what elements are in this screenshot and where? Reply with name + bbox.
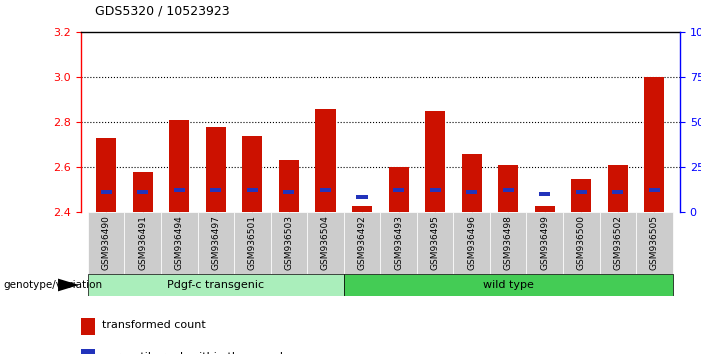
Bar [174, 188, 185, 192]
Bar [125, 212, 161, 274]
Bar [96, 138, 116, 212]
Bar [599, 212, 636, 274]
Bar [430, 188, 441, 192]
Bar [101, 190, 111, 194]
Bar [132, 172, 153, 212]
Bar [608, 165, 628, 212]
Text: GSM936490: GSM936490 [102, 216, 111, 270]
Bar [198, 212, 234, 274]
Text: GSM936494: GSM936494 [175, 216, 184, 270]
Bar [526, 212, 563, 274]
Bar [454, 212, 490, 274]
Bar [425, 111, 445, 212]
Text: GSM936496: GSM936496 [467, 216, 476, 270]
Text: Pdgf-c transgenic: Pdgf-c transgenic [168, 280, 264, 290]
Bar [381, 212, 417, 274]
Bar [461, 154, 482, 212]
Bar [307, 212, 343, 274]
Bar [535, 206, 554, 212]
Bar [539, 192, 550, 196]
Bar [571, 178, 592, 212]
Bar [503, 188, 514, 192]
Bar [88, 274, 343, 296]
Bar [649, 188, 660, 192]
Bar [234, 212, 271, 274]
Text: GSM936491: GSM936491 [138, 216, 147, 270]
Text: GSM936493: GSM936493 [394, 216, 403, 270]
Text: genotype/variation: genotype/variation [4, 280, 102, 290]
Text: GDS5320 / 10523923: GDS5320 / 10523923 [95, 5, 229, 18]
Text: GSM936505: GSM936505 [650, 216, 659, 270]
Bar [612, 190, 623, 194]
Bar [636, 212, 673, 274]
Polygon shape [58, 279, 79, 291]
Bar [343, 274, 673, 296]
Bar [243, 136, 262, 212]
Text: GSM936499: GSM936499 [540, 216, 550, 270]
Bar [563, 212, 599, 274]
Bar [388, 167, 409, 212]
Text: GSM936501: GSM936501 [248, 216, 257, 270]
Bar [644, 77, 665, 212]
Bar [490, 212, 526, 274]
Text: GSM936500: GSM936500 [577, 216, 586, 270]
Text: GSM936502: GSM936502 [613, 216, 622, 270]
Text: transformed count: transformed count [102, 320, 205, 330]
Text: GSM936495: GSM936495 [430, 216, 440, 270]
Bar [466, 190, 477, 194]
Bar [576, 190, 587, 194]
Text: GSM936504: GSM936504 [321, 216, 330, 270]
Bar [247, 188, 258, 192]
Bar [343, 212, 381, 274]
Text: percentile rank within the sample: percentile rank within the sample [102, 352, 290, 354]
Bar [88, 212, 125, 274]
Bar [283, 190, 294, 194]
Bar [210, 188, 222, 192]
Bar [315, 109, 336, 212]
Bar [357, 195, 367, 199]
Bar [206, 127, 226, 212]
Bar [81, 349, 95, 354]
Bar [393, 188, 404, 192]
Bar [279, 160, 299, 212]
Text: GSM936503: GSM936503 [285, 216, 294, 270]
Text: GSM936498: GSM936498 [504, 216, 512, 270]
Bar [417, 212, 454, 274]
Text: GSM936497: GSM936497 [211, 216, 220, 270]
Text: GSM936492: GSM936492 [358, 216, 367, 270]
Bar [137, 190, 149, 194]
Bar [161, 212, 198, 274]
Bar [271, 212, 307, 274]
Bar [81, 318, 95, 335]
Bar [498, 165, 518, 212]
Bar [169, 120, 189, 212]
Bar [320, 188, 331, 192]
Bar [352, 206, 372, 212]
Text: wild type: wild type [483, 280, 533, 290]
